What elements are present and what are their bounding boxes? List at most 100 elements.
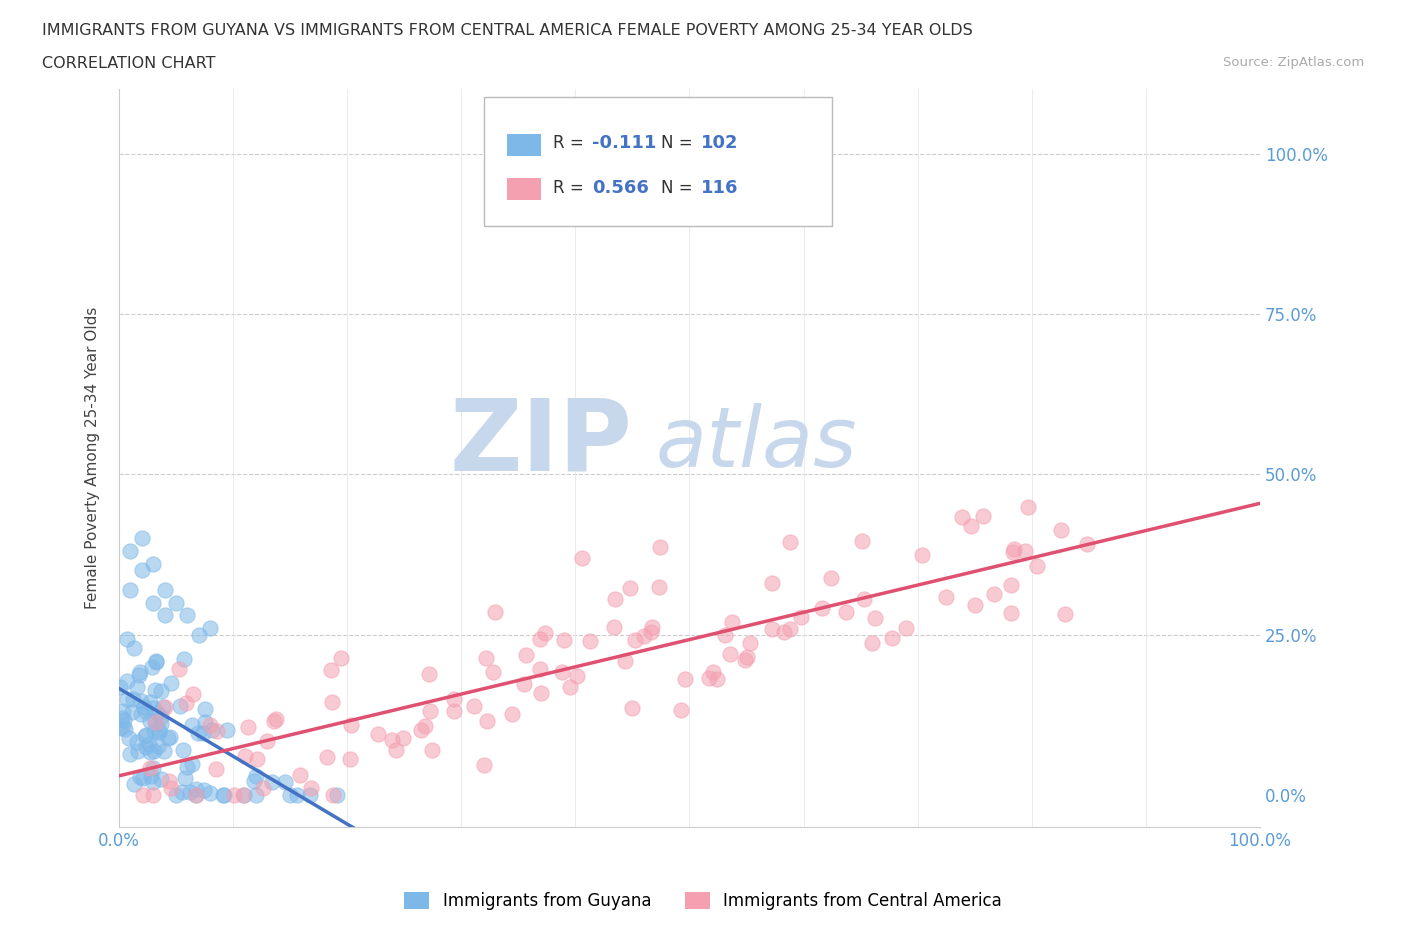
Point [713,628,735,643]
Point [138,744,160,759]
Point [853,591,876,606]
Point [640,625,662,640]
Point [529,662,551,677]
Point [173,651,195,666]
Point [215,723,238,737]
Point [413,718,436,733]
Point [501,707,523,722]
Point [558,679,581,694]
Point [200,620,222,635]
Point [236,720,259,735]
Point [120,746,142,761]
Point [381,733,404,748]
Point [533,625,555,640]
Point [330,650,353,665]
Point [529,632,551,647]
FancyBboxPatch shape [484,97,832,226]
Point [411,723,433,737]
Point [132,770,155,785]
Point [761,621,783,636]
Point [321,694,343,709]
Point [321,662,343,677]
Point [443,703,465,718]
FancyBboxPatch shape [508,178,541,200]
Point [737,649,759,664]
Point [145,655,167,670]
Point [141,659,163,674]
Point [789,609,811,624]
Point [530,685,553,700]
Point [779,535,801,550]
Point [613,654,636,669]
Point [152,699,174,714]
Point [571,551,593,565]
Point [894,621,917,636]
Point [143,682,166,697]
Point [475,651,498,666]
Point [145,715,167,730]
Point [224,788,246,803]
Point [146,738,169,753]
FancyBboxPatch shape [508,134,541,156]
Point [1025,558,1047,573]
Point [472,758,495,773]
Point [720,646,742,661]
Point [150,717,173,732]
Point [120,582,142,597]
Point [965,597,987,612]
Point [245,769,267,784]
Point [911,548,934,563]
Point [176,608,198,623]
Text: IMMIGRANTS FROM GUYANA VS IMMIGRANTS FROM CENTRAL AMERICA FEMALE POVERTY AMONG 2: IMMIGRANTS FROM GUYANA VS IMMIGRANTS FRO… [42,23,973,38]
Point [720,615,742,630]
Point [131,694,153,709]
Point [146,706,169,721]
Point [551,664,574,679]
Point [110,721,132,736]
Point [391,731,413,746]
Point [983,587,1005,602]
Text: atlas: atlas [655,403,856,484]
Point [640,619,662,634]
Point [773,624,796,639]
Point [851,534,873,549]
Point [420,742,443,757]
Point [260,775,283,790]
Point [134,729,156,744]
Point [115,691,138,706]
Point [131,563,153,578]
Point [232,788,254,803]
Point [673,672,696,687]
Point [835,604,858,619]
Point [935,590,957,604]
Point [127,743,149,758]
Point [650,539,672,554]
Point [111,711,134,725]
Point [193,782,215,797]
Point [159,774,181,789]
Point [198,786,221,801]
Point [950,510,973,525]
Point [139,714,162,729]
Point [207,724,229,738]
Point [290,767,312,782]
Point [143,713,166,728]
Point [232,788,254,803]
Point [112,703,135,718]
Point [669,702,692,717]
Point [463,698,485,713]
Point [740,635,762,650]
Point [150,710,173,724]
Point [156,731,179,746]
Point [142,760,165,775]
Point [633,629,655,644]
Point [153,582,176,597]
Point [124,777,146,791]
Point [252,781,274,796]
Point [512,676,534,691]
Point [1001,545,1024,560]
Point [553,633,575,648]
Point [1000,578,1022,593]
Point [129,664,152,679]
Point [142,788,165,803]
